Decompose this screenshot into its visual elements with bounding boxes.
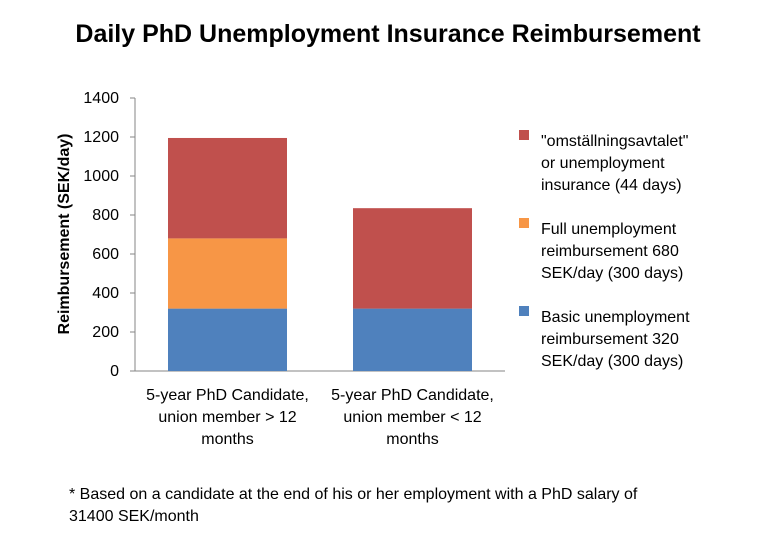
bar-segment-2 <box>168 238 287 309</box>
legend-label: reimbursement 680 <box>541 243 679 260</box>
bar-segment-1 <box>353 308 472 371</box>
y-tick-label: 1400 <box>83 90 119 107</box>
footnote-line: 31400 SEK/month <box>69 508 199 525</box>
x-category-label: 5-year PhD Candidate, <box>331 387 494 404</box>
legend-label: or unemployment <box>541 155 665 172</box>
y-tick-label: 0 <box>110 363 119 380</box>
y-tick-label: 800 <box>92 207 119 224</box>
legend-label: insurance (44 days) <box>541 177 682 194</box>
legend-label: reimbursement 320 <box>541 331 679 348</box>
legend-label: SEK/day (300 days) <box>541 265 683 282</box>
footnote-line: * Based on a candidate at the end of his… <box>69 486 638 503</box>
legend-swatch <box>519 218 529 228</box>
y-axis-label: Reimbursement (SEK/day) <box>56 134 73 335</box>
chart-title: Daily PhD Unemployment Insurance Reimbur… <box>75 20 701 48</box>
x-category-label: union member > 12 <box>158 409 296 426</box>
legend-label: SEK/day (300 days) <box>541 353 683 370</box>
x-category-label: union member < 12 <box>343 409 481 426</box>
footnote: * Based on a candidate at the end of his… <box>69 486 638 525</box>
x-category-label: 5-year PhD Candidate, <box>146 387 309 404</box>
legend-swatch <box>519 130 529 140</box>
legend-label: "omställningsavtalet" <box>541 133 688 150</box>
y-tick-label: 1200 <box>83 129 119 146</box>
x-category-label: months <box>386 431 438 448</box>
x-category-label: months <box>201 431 253 448</box>
y-tick-label: 400 <box>92 285 119 302</box>
legend-swatch <box>519 306 529 316</box>
y-tick-label: 600 <box>92 246 119 263</box>
legend: "omställningsavtalet" or unemployment insu… <box>519 130 690 370</box>
y-tick-label: 200 <box>92 324 119 341</box>
y-tick-label: 1000 <box>83 168 119 185</box>
bar-segment-3 <box>168 137 287 239</box>
legend-label: Basic unemployment <box>541 309 690 326</box>
bar-segment-3 <box>353 208 472 309</box>
plot-area: 0 200 400 600 800 1000 1200 1400 5-year PhD Cand… <box>83 90 505 448</box>
bar-segment-1 <box>168 308 287 371</box>
legend-label: Full unemployment <box>541 221 677 238</box>
